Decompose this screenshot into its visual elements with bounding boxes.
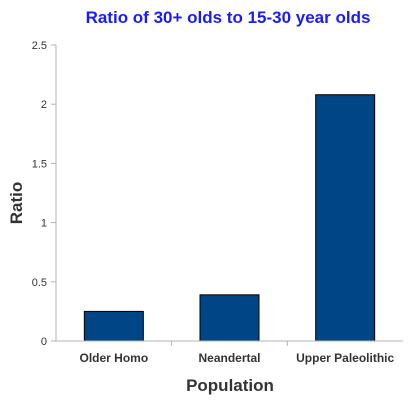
y-tick-label: 1.5 [32,158,47,170]
x-axis-label: Population [186,376,274,395]
y-axis-label: Ratio [7,182,26,225]
y-axis-ticks: 0 0.5 1 1.5 2 2.5 [32,40,56,348]
bar-upper-paleolithic [315,94,376,342]
bars [83,94,376,342]
y-tick-label: 0.5 [32,277,47,289]
y-tick-label: 1 [41,218,47,230]
bar-older-homo [83,310,144,342]
chart-title: Ratio of 30+ olds to 15-30 year olds [86,8,371,27]
x-axis-categories: Older Homo Neandertal Upper Paleolithic [79,341,394,365]
x-category-label: Upper Paleolithic [296,351,394,365]
y-tick-label: 2 [41,99,47,111]
x-category-label: Neandertal [198,351,260,365]
y-tick-label: 0 [41,336,47,348]
x-category-label: Older Homo [79,351,148,365]
bar-neandertal [199,294,260,342]
y-tick-label: 2.5 [32,40,47,52]
